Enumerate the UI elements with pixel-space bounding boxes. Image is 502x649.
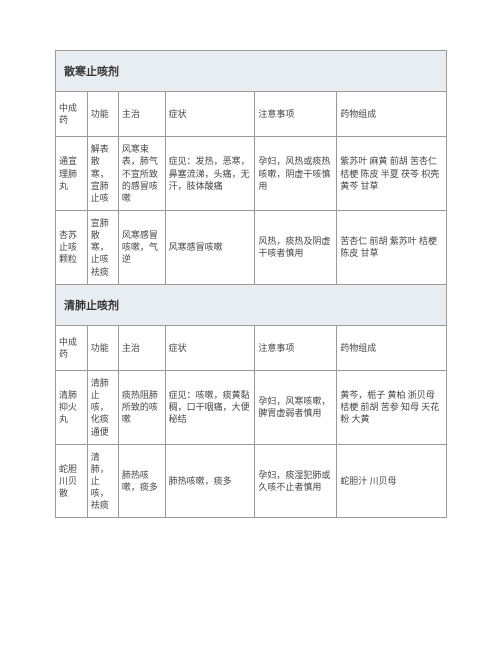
table-row: 通宣理肺丸 解表散寒，宣肺止咳 风寒束表，肺气不宣所致的感冒咳嗽 症见：发热，恶… [56,137,446,211]
cell-func: 解表散寒，宣肺止咳 [87,137,118,211]
cell-name: 清肺抑火丸 [56,370,87,444]
table-header-row: 中成药 功能 主治 症状 注意事项 药物组成 [56,326,446,371]
header-treat: 主治 [118,326,165,371]
header-compose: 药物组成 [337,92,446,137]
header-caution: 注意事项 [255,92,337,137]
cell-caution: 孕妇，痰湿犯肺或久咳不止者慎用 [255,444,337,517]
table-header-row: 中成药 功能 主治 症状 注意事项 药物组成 [56,92,446,137]
section-title-2: 清肺止咳剂 [64,300,119,312]
cell-name: 杏苏止咳颗粒 [56,210,87,284]
cell-caution: 风热，痰热及阴虚干咳者慎用 [255,210,337,284]
cell-treat: 肺热咳嗽，痰多 [118,444,165,517]
cell-compose: 苦杏仁 前胡 紫苏叶 桔梗 陈皮 甘草 [337,210,446,284]
header-name: 中成药 [56,326,87,371]
cell-name: 蛇胆川贝散 [56,444,87,517]
table-row: 清肺抑火丸 清肺止咳，化痰通便 痰热阻肺所致的咳嗽 症见：咳嗽，痰黄黏稠，口干咽… [56,370,446,444]
cell-symptom: 症见：咳嗽，痰黄黏稠，口干咽痛，大便秘结 [165,370,255,444]
cell-symptom: 症见：发热，恶寒，鼻塞流涕，头痛，无汗，肢体酸痛 [165,137,255,211]
cell-compose: 紫苏叶 麻黄 前胡 苦杏仁 桔梗 陈皮 半夏 茯苓 枳壳 黄芩 甘草 [337,137,446,211]
cell-symptom: 风寒感冒咳嗽 [165,210,255,284]
cell-caution: 孕妇，风热或痰热咳嗽，阴虚干咳慎用 [255,137,337,211]
table-row: 杏苏止咳颗粒 宣肺散寒，止咳祛痰 风寒感冒咳嗽，气逆 风寒感冒咳嗽 风热，痰热及… [56,210,446,284]
section-title-1: 散寒止咳剂 [64,66,119,78]
table-section-1: 中成药 功能 主治 症状 注意事项 药物组成 通宣理肺丸 解表散寒，宣肺止咳 风… [56,92,446,285]
cell-compose: 黄芩，栀子 黄柏 浙贝母 桔梗 前胡 苦参 知母 天花粉 大黄 [337,370,446,444]
header-func: 功能 [87,326,118,371]
medicine-table-container: 散寒止咳剂 中成药 功能 主治 症状 注意事项 药物组成 通宣理肺丸 解表散寒，… [55,50,447,518]
cell-caution: 孕妇，风寒咳嗽，脾胃虚弱者慎用 [255,370,337,444]
header-symptom: 症状 [165,92,255,137]
cell-func: 清肺，止咳，祛痰 [87,444,118,517]
header-compose: 药物组成 [337,326,446,371]
cell-symptom: 肺热咳嗽，痰多 [165,444,255,517]
section-header-2: 清肺止咳剂 [56,285,446,326]
header-name: 中成药 [56,92,87,137]
cell-treat: 痰热阻肺所致的咳嗽 [118,370,165,444]
header-treat: 主治 [118,92,165,137]
cell-treat: 风寒束表，肺气不宣所致的感冒咳嗽 [118,137,165,211]
cell-func: 清肺止咳，化痰通便 [87,370,118,444]
table-section-2: 中成药 功能 主治 症状 注意事项 药物组成 清肺抑火丸 清肺止咳，化痰通便 痰… [56,326,446,518]
header-caution: 注意事项 [255,326,337,371]
cell-treat: 风寒感冒咳嗽，气逆 [118,210,165,284]
cell-compose: 蛇胆汁 川贝母 [337,444,446,517]
section-header-1: 散寒止咳剂 [56,51,446,92]
table-row: 蛇胆川贝散 清肺，止咳，祛痰 肺热咳嗽，痰多 肺热咳嗽，痰多 孕妇，痰湿犯肺或久… [56,444,446,517]
header-func: 功能 [87,92,118,137]
cell-func: 宣肺散寒，止咳祛痰 [87,210,118,284]
cell-name: 通宣理肺丸 [56,137,87,211]
header-symptom: 症状 [165,326,255,371]
